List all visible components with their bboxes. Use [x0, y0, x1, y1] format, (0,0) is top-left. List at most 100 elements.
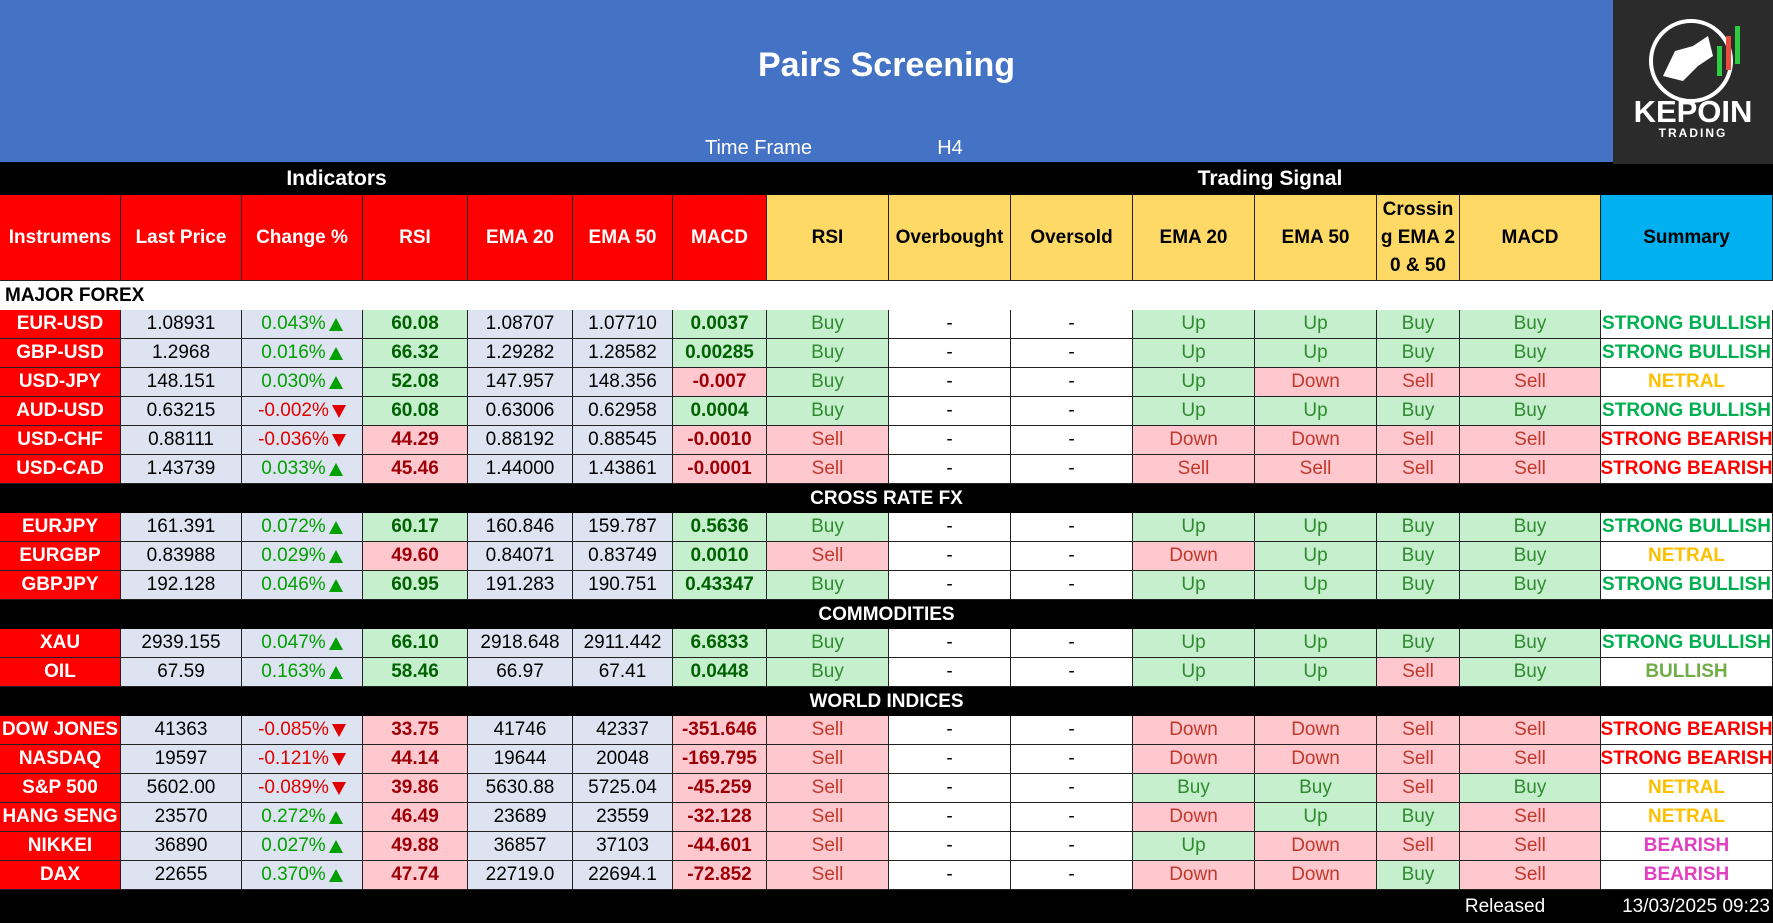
cell: Buy: [767, 310, 889, 339]
column-header: Summary: [1601, 195, 1773, 281]
cell: Sell: [767, 803, 889, 832]
cell: STRONG BEARISH: [1600, 426, 1773, 455]
cell: Sell: [1460, 426, 1601, 455]
cell: -: [889, 455, 1011, 484]
cell: -: [889, 571, 1011, 600]
cell: 49.60: [363, 542, 468, 571]
cell: Up: [1255, 658, 1377, 687]
cell: Sell: [767, 542, 889, 571]
cell: Sell: [1377, 658, 1460, 687]
cell: 60.95: [363, 571, 468, 600]
cell: 19597: [121, 745, 242, 774]
cell: 1.44000: [468, 455, 573, 484]
change-arrow: [331, 404, 346, 418]
cell: BEARISH: [1601, 832, 1773, 861]
change-value: -0.002%: [258, 400, 329, 421]
cell: -: [889, 397, 1011, 426]
column-header: Instrumens: [0, 195, 121, 281]
cell: Down: [1255, 832, 1377, 861]
cell: 23570: [121, 803, 242, 832]
instrument: NIKKEI: [0, 832, 121, 861]
change-arrow: [331, 752, 346, 766]
cell: 37103: [573, 832, 673, 861]
cell: -351.646: [673, 716, 767, 745]
cell: 192.128: [121, 571, 242, 600]
cell: Down: [1133, 426, 1255, 455]
cell: -: [889, 513, 1011, 542]
cell: 1.43861: [573, 455, 673, 484]
cell: Buy: [1460, 571, 1601, 600]
change-value: 0.046%: [261, 574, 326, 595]
cell: Up: [1133, 629, 1255, 658]
column-header: Overbought: [889, 195, 1011, 281]
change-arrow: [331, 433, 346, 447]
change-arrow: [328, 462, 343, 476]
cell: NETRAL: [1601, 542, 1773, 571]
cell: Up: [1255, 513, 1377, 542]
time-frame-label: Time Frame: [705, 136, 813, 159]
cell: Buy: [1460, 629, 1601, 658]
cell: NETRAL: [1601, 368, 1773, 397]
cell: 41363: [121, 716, 242, 745]
cell: Up: [1133, 339, 1255, 368]
cell: Buy: [1460, 339, 1601, 368]
cell: 23689: [468, 803, 573, 832]
cell: STRONG BEARISH: [1600, 716, 1773, 745]
cell: Buy: [1377, 513, 1460, 542]
instrument: EURGBP: [0, 542, 121, 571]
change-cell: 0.029%: [242, 542, 363, 571]
cell: Buy: [767, 513, 889, 542]
cell: 39.86: [363, 774, 468, 803]
released-datetime: 13/03/2025 09:23: [1622, 895, 1770, 917]
cell: -: [1011, 745, 1133, 774]
change-value: 0.033%: [261, 458, 326, 479]
cell: Up: [1255, 629, 1377, 658]
cell: 19644: [468, 745, 573, 774]
cell: Up: [1255, 339, 1377, 368]
cell: 1.08707: [468, 310, 573, 339]
change-value: -0.085%: [258, 719, 329, 740]
logo: KEPOIN TRADING: [1613, 0, 1773, 164]
cell: Buy: [767, 658, 889, 687]
cell: 41746: [468, 716, 573, 745]
cell: 66.32: [363, 339, 468, 368]
column-header: EMA 20: [468, 195, 573, 281]
cell: 47.74: [363, 861, 468, 890]
column-header: Crossing EMA 20 & 50: [1377, 195, 1460, 281]
change-value: -0.036%: [258, 429, 329, 450]
cell: 0.5636: [673, 513, 767, 542]
cell: 46.49: [363, 803, 468, 832]
cell: Sell: [1377, 774, 1460, 803]
cell: 1.43739: [121, 455, 242, 484]
change-arrow: [328, 636, 343, 650]
change-cell: 0.272%: [242, 803, 363, 832]
cell: Up: [1133, 658, 1255, 687]
cell: 148.356: [573, 368, 673, 397]
cell: 0.88111: [121, 426, 242, 455]
time-frame-value: H4: [937, 136, 963, 159]
change-value: 0.030%: [261, 371, 326, 392]
cell: STRONG BEARISH: [1600, 455, 1773, 484]
change-cell: -0.121%: [242, 745, 363, 774]
cell: -: [1011, 571, 1133, 600]
cell: Up: [1255, 310, 1377, 339]
change-value: 0.027%: [261, 835, 326, 856]
cell: -: [889, 368, 1011, 397]
group-indicators: Indicators: [286, 166, 387, 190]
cell: Down: [1133, 803, 1255, 832]
cell: -44.601: [673, 832, 767, 861]
cell: 49.88: [363, 832, 468, 861]
cell: Buy: [1460, 310, 1601, 339]
change-value: 0.029%: [261, 545, 326, 566]
cell: 5725.04: [573, 774, 673, 803]
cell: Sell: [1460, 716, 1601, 745]
cell: Buy: [1377, 803, 1460, 832]
cell: Down: [1255, 426, 1377, 455]
cell: -: [1011, 542, 1133, 571]
cell: Buy: [1377, 629, 1460, 658]
cell: Sell: [1460, 832, 1601, 861]
cell: Buy: [767, 339, 889, 368]
change-arrow: [331, 723, 346, 737]
cell: 160.846: [468, 513, 573, 542]
